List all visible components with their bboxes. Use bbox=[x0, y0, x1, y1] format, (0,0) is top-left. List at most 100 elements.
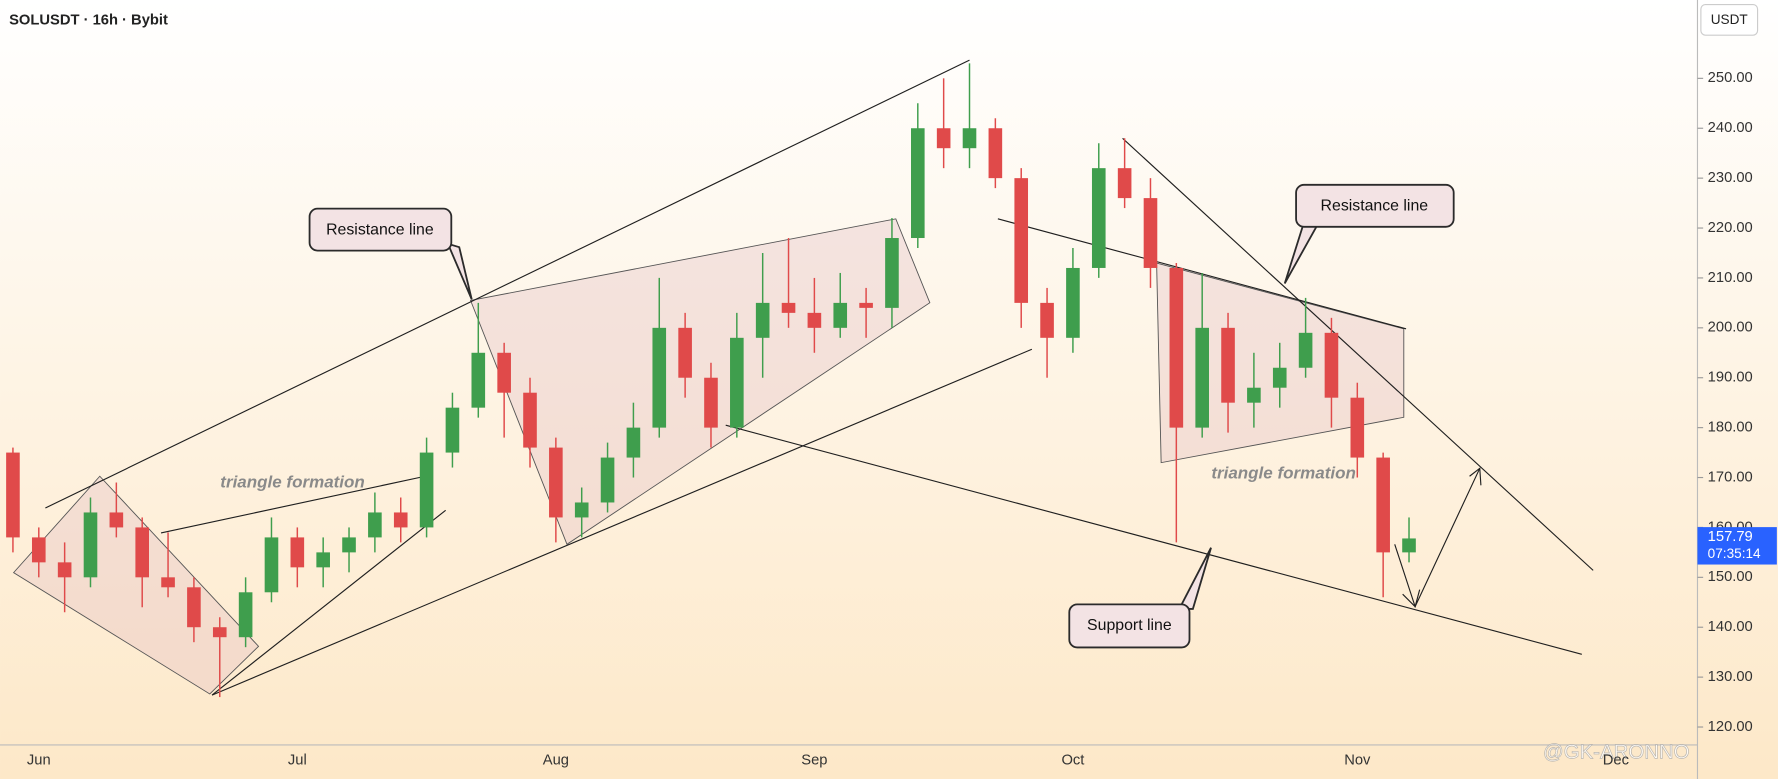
candle-body bbox=[859, 302, 873, 308]
y-tick-label: 120.00 bbox=[1708, 719, 1753, 735]
candles bbox=[6, 63, 1416, 698]
candle-body bbox=[497, 352, 511, 393]
arrow-head bbox=[1402, 589, 1421, 608]
candle-body bbox=[885, 238, 899, 308]
x-tick-label: Dec bbox=[1603, 753, 1629, 769]
candle-body bbox=[910, 128, 925, 239]
callout-pointer bbox=[446, 242, 473, 300]
currency-label[interactable]: USDT bbox=[1711, 12, 1748, 27]
candle-body bbox=[833, 302, 848, 328]
candle-body bbox=[1143, 198, 1158, 268]
candle-body bbox=[988, 128, 1003, 179]
y-tick-label: 170.00 bbox=[1708, 469, 1753, 485]
candle-body bbox=[678, 327, 692, 378]
candle-body bbox=[936, 128, 951, 149]
candle-body bbox=[393, 512, 408, 528]
pattern-zone bbox=[12, 475, 260, 695]
trend-line bbox=[211, 509, 446, 696]
y-tick-label: 250.00 bbox=[1708, 70, 1753, 86]
y-tick-label: 130.00 bbox=[1708, 669, 1753, 685]
y-tick-label: 240.00 bbox=[1708, 120, 1753, 136]
candle-body bbox=[962, 128, 977, 149]
currency-button[interactable] bbox=[1700, 3, 1759, 36]
candle-body bbox=[1298, 332, 1313, 368]
callout-box bbox=[308, 207, 453, 252]
candle-body bbox=[1221, 327, 1235, 403]
last-price-label: 157.79 bbox=[1708, 529, 1753, 545]
x-tick-label: Sep bbox=[801, 753, 827, 769]
trend-line bbox=[45, 59, 970, 509]
x-tick-label: Oct bbox=[1061, 753, 1084, 769]
x-tick-label: Nov bbox=[1344, 753, 1371, 769]
annotation: triangle formation bbox=[220, 473, 365, 492]
annotation: Support line bbox=[1087, 617, 1172, 634]
candle-body bbox=[1117, 168, 1132, 199]
candle-body bbox=[264, 537, 279, 593]
arrow-head bbox=[1469, 467, 1482, 486]
candle-body bbox=[135, 527, 150, 578]
watermark: @GK-ARONNO bbox=[1543, 741, 1690, 763]
annotation: triangle formation bbox=[1211, 463, 1356, 482]
candle-body bbox=[1324, 332, 1339, 398]
candle-body bbox=[574, 502, 589, 518]
x-tick-label: Jun bbox=[27, 753, 51, 769]
last-price-box bbox=[1697, 527, 1777, 565]
candle-body bbox=[342, 537, 356, 553]
trend-line bbox=[160, 475, 426, 534]
candle-body bbox=[238, 592, 253, 638]
trend-line bbox=[1122, 137, 1594, 571]
candle-body bbox=[549, 447, 563, 518]
candle-body bbox=[1350, 397, 1365, 458]
candle-body bbox=[1091, 168, 1106, 268]
y-tick-label: 190.00 bbox=[1708, 370, 1753, 386]
candle-body bbox=[31, 537, 46, 563]
countdown: 07:35:14 bbox=[1708, 546, 1761, 561]
candle-body bbox=[755, 302, 770, 338]
candle-body bbox=[419, 452, 434, 528]
trend-line bbox=[211, 348, 1033, 696]
candle-body bbox=[109, 512, 124, 528]
candle-body bbox=[6, 452, 20, 538]
candle-body bbox=[161, 577, 175, 588]
y-tick-label: 230.00 bbox=[1708, 170, 1753, 186]
annotation: Resistance line bbox=[1321, 198, 1429, 215]
y-tick-label: 200.00 bbox=[1708, 320, 1753, 336]
y-tick-label: 220.00 bbox=[1708, 220, 1753, 236]
axes: 120.00130.00140.00150.00160.00170.00180.… bbox=[27, 70, 1777, 769]
candle-body bbox=[730, 337, 744, 428]
candle-body bbox=[523, 392, 537, 448]
callout-box bbox=[1295, 183, 1455, 228]
candle-body bbox=[704, 377, 718, 428]
candle-body bbox=[1014, 178, 1029, 303]
candle-body bbox=[1247, 387, 1261, 403]
candle-body bbox=[652, 327, 667, 428]
candle-body bbox=[1066, 267, 1080, 338]
y-tick-label: 150.00 bbox=[1708, 569, 1753, 585]
callout-box bbox=[1068, 603, 1191, 649]
chart-title: SOLUSDT · 16h · Bybit bbox=[9, 12, 168, 28]
candle-body bbox=[445, 407, 460, 453]
candle-body bbox=[1169, 267, 1184, 428]
trend-line bbox=[725, 424, 1582, 655]
x-tick-label: Aug bbox=[543, 753, 569, 769]
candle-body bbox=[1402, 538, 1416, 553]
candle-body bbox=[1040, 302, 1054, 338]
y-tick-label: 180.00 bbox=[1708, 420, 1753, 436]
y-tick-label: 210.00 bbox=[1708, 270, 1753, 286]
callouts: Resistance line Resistance line Support … bbox=[220, 183, 1455, 649]
candle-body bbox=[57, 562, 72, 578]
candle-body bbox=[1376, 457, 1390, 553]
candle-body bbox=[212, 627, 227, 638]
candle-body bbox=[290, 537, 305, 568]
candle-body bbox=[471, 352, 486, 408]
candle-body bbox=[626, 427, 641, 458]
candle-body bbox=[807, 312, 822, 328]
candle-body bbox=[316, 552, 330, 568]
candle-body bbox=[187, 587, 201, 628]
candle-body bbox=[368, 512, 382, 538]
candle-body bbox=[1272, 367, 1287, 388]
candle-body bbox=[83, 512, 98, 578]
annotation: Resistance line bbox=[326, 221, 434, 238]
